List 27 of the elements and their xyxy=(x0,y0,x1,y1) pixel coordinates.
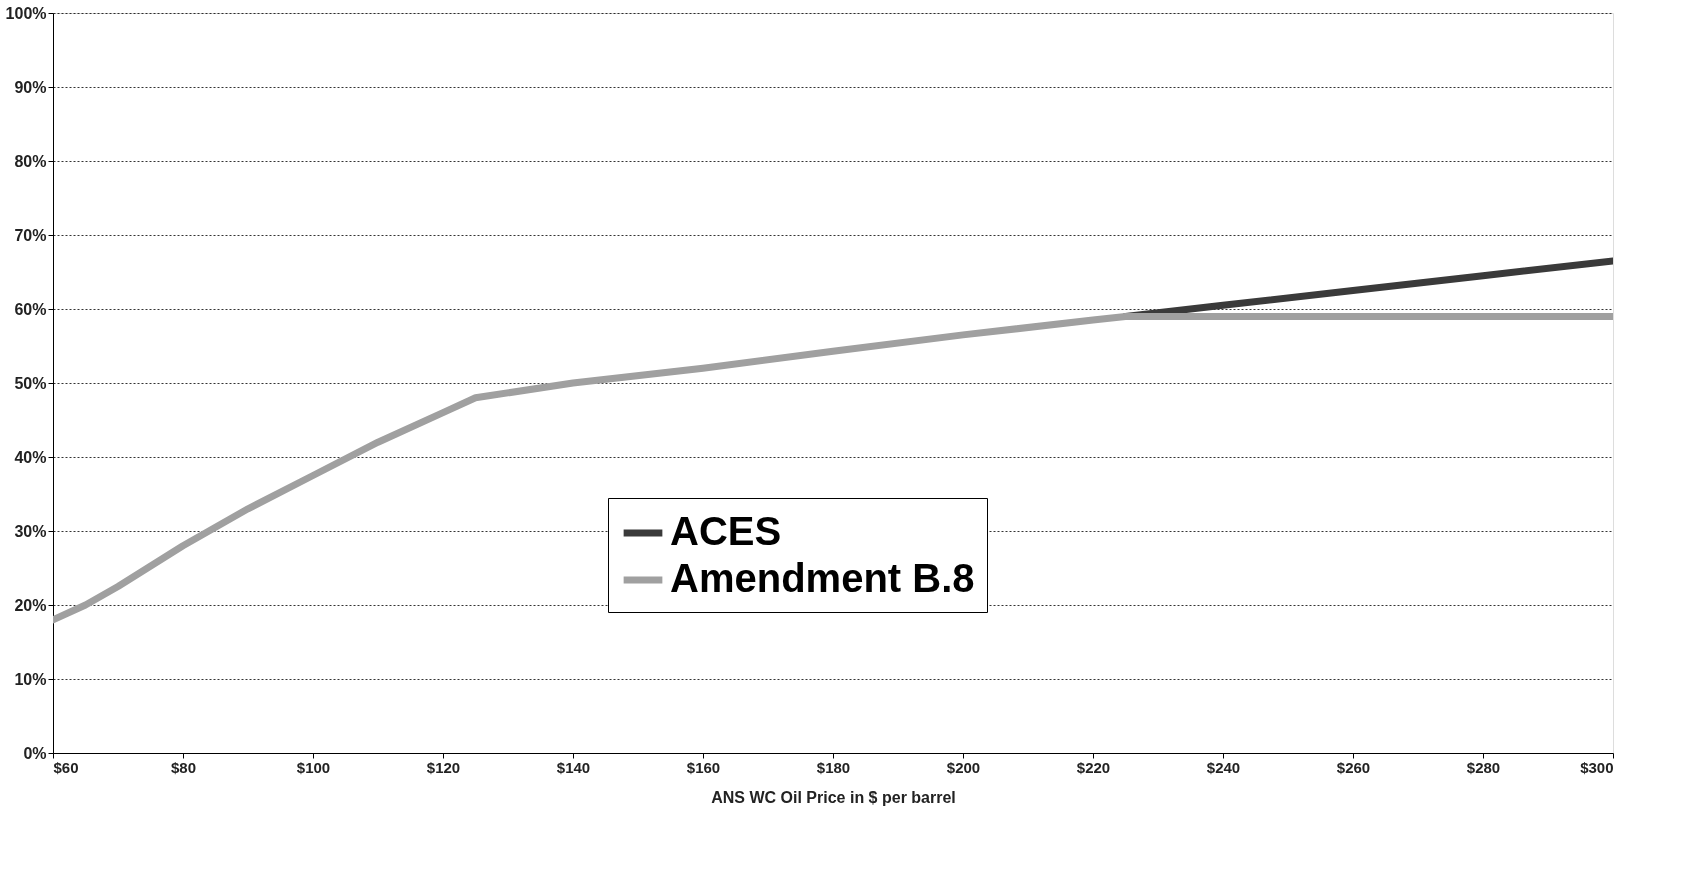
y-tick-label: 50% xyxy=(14,374,47,392)
x-tick-label: $100 xyxy=(296,758,331,776)
x-tick-label: $80 xyxy=(170,758,197,776)
y-tick-label: 90% xyxy=(14,78,47,96)
y-tick-label: 60% xyxy=(14,300,47,318)
x-tick-label: $120 xyxy=(426,758,461,776)
y-tick-label: 70% xyxy=(14,226,47,244)
x-tick-label: $300 xyxy=(1580,758,1614,776)
x-tick-label: $240 xyxy=(1206,758,1241,776)
y-tick-label: 80% xyxy=(14,152,47,170)
x-tick-label: $200 xyxy=(946,758,981,776)
y-tick-label: 40% xyxy=(14,448,47,466)
legend-label: ACES xyxy=(670,509,782,553)
x-tick-label: $280 xyxy=(1466,758,1501,776)
y-tick-label: 20% xyxy=(14,596,47,614)
x-tick-label: $160 xyxy=(686,758,721,776)
y-tick-label: 30% xyxy=(14,522,47,540)
x-tick-label: $220 xyxy=(1076,758,1111,776)
x-tick-label: $180 xyxy=(816,758,851,776)
x-axis-title: ANS WC Oil Price in $ per barrel xyxy=(711,788,956,806)
x-tick-label: $60 xyxy=(53,758,79,776)
y-tick-label: 10% xyxy=(14,670,47,688)
y-tick-label: 0% xyxy=(23,744,47,762)
x-tick-label: $260 xyxy=(1336,758,1371,776)
x-tick-label: $140 xyxy=(556,758,591,776)
y-tick-label: 100% xyxy=(5,4,47,22)
legend-label: Amendment B.8 xyxy=(670,556,975,600)
